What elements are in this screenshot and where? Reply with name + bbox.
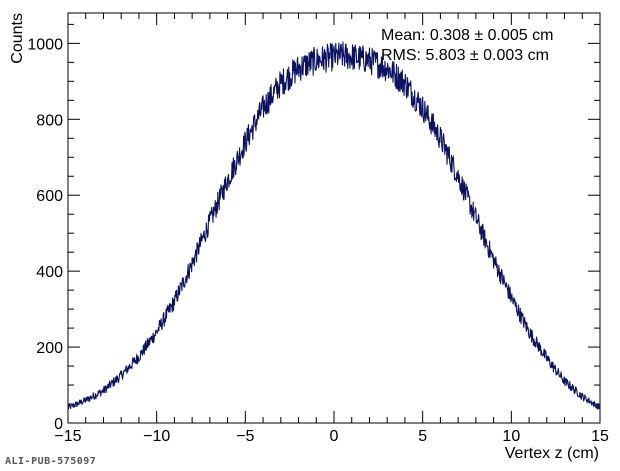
y-tick-label: 400: [36, 264, 63, 281]
y-tick-label: 600: [36, 188, 63, 205]
y-tick-label: 200: [36, 340, 63, 357]
x-tick-label: 15: [591, 428, 609, 445]
x-tick-label: −10: [143, 428, 170, 445]
figure-id-label: ALI-PUB-575097: [5, 456, 97, 467]
series-line: [67, 41, 601, 410]
tick-labels: −15 −10 −5 0 5 10 15 0 200 400 600 800 1000: [27, 36, 609, 445]
axis-ticks: [67, 13, 601, 424]
y-tick-label: 800: [36, 112, 63, 129]
x-tick-label: 5: [418, 428, 427, 445]
x-tick-label: 10: [502, 428, 520, 445]
rms-annotation: RMS: 5.803 ± 0.003 cm: [381, 47, 549, 64]
mean-annotation: Mean: 0.308 ± 0.005 cm: [381, 27, 553, 44]
y-tick-label: 0: [54, 416, 63, 433]
y-tick-label: 1000: [27, 36, 63, 53]
x-tick-label: −15: [54, 428, 81, 445]
x-tick-label: −5: [236, 428, 254, 445]
plot-frame: [67, 12, 601, 424]
x-axis-label: Vertex z (cm): [505, 445, 599, 462]
x-tick-label: 0: [330, 428, 339, 445]
y-axis-label: Counts: [9, 13, 26, 64]
